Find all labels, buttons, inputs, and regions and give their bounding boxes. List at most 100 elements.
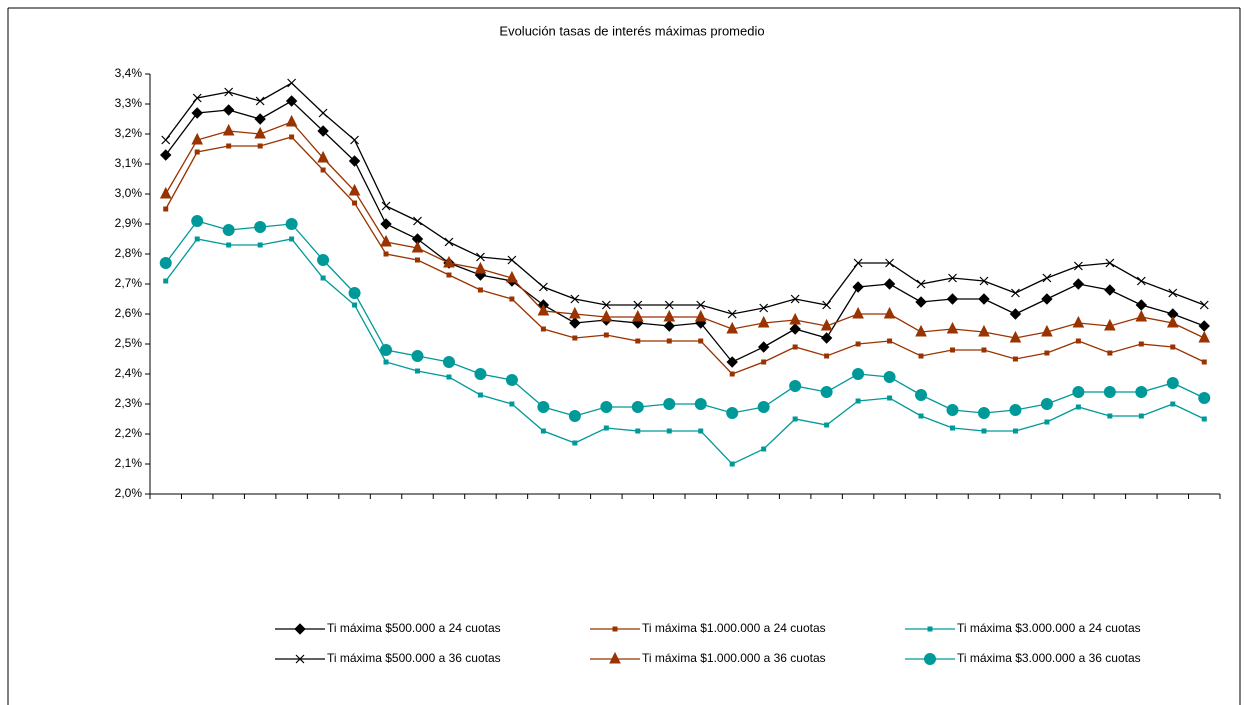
data-point [694,309,707,322]
data-point [663,309,676,322]
data-point [852,306,864,319]
data-point [635,338,641,344]
series-line [165,100,1205,363]
data-point [601,300,611,310]
data-point [1198,392,1211,404]
data-point [696,300,706,310]
data-point [446,272,452,278]
data-point [789,312,801,325]
chart-title: Evolución tasas de interés máximas prome… [499,23,764,38]
data-point [192,93,202,103]
data-point [191,215,204,227]
data-point [161,135,171,145]
data-point [194,149,200,155]
data-point [505,374,518,386]
data-point [1201,359,1207,365]
data-point [1042,273,1052,283]
data-point [380,344,393,356]
series-line [165,121,1205,339]
data-point [381,201,391,211]
data-point [1041,324,1053,337]
data-point [163,278,169,284]
data-point [918,353,924,359]
data-point [474,368,487,380]
data-point [916,279,926,289]
data-point [1075,404,1081,410]
data-point [446,374,452,380]
data-point [163,206,169,212]
legend-marker [927,626,933,632]
data-point [568,410,581,422]
data-point [1135,299,1148,311]
data-point [476,252,485,262]
data-point [413,216,422,226]
data-point [883,306,896,319]
data-point [698,428,704,434]
legend-label: Ti máxima $500.000 a 24 cuotas [327,621,501,635]
y-tick-label: 2,3% [115,396,143,410]
data-point [348,287,361,299]
data-point [509,401,515,407]
data-point [537,401,550,413]
data-point [224,87,234,97]
data-point [257,242,263,248]
legend-label: Ti máxima $500.000 a 36 cuotas [327,651,501,665]
data-point [1201,416,1207,422]
data-point [820,318,833,331]
data-point [977,407,990,419]
data-point [380,218,392,230]
data-point [383,359,389,365]
data-point [635,428,641,434]
legend-marker [294,623,306,635]
y-tick-label: 3,1% [115,156,143,170]
series-line [165,238,1205,465]
data-point [726,407,739,419]
data-point [978,324,990,337]
y-tick-label: 2,8% [115,246,143,260]
data-point [790,294,800,304]
data-point [442,356,455,368]
data-point [603,425,609,431]
data-point [159,186,172,199]
data-point [317,150,329,163]
data-point [1040,398,1053,410]
y-tick-label: 2,9% [115,216,143,230]
y-tick-label: 2,0% [115,486,143,500]
data-point [600,401,613,413]
data-point [663,320,675,332]
data-point [443,255,455,268]
data-point [287,78,297,88]
data-point [1107,413,1113,419]
data-point [757,401,770,413]
data-point [727,309,737,319]
data-point [757,315,770,328]
data-point [855,398,861,404]
data-point [761,359,767,365]
data-point [759,303,769,313]
data-point [1041,293,1053,305]
legend-label: Ti máxima $3.000.000 a 36 cuotas [957,651,1141,665]
data-point [159,257,172,269]
data-point [1072,278,1085,290]
data-point [477,287,483,293]
y-tick-label: 3,4% [115,66,143,80]
data-point [415,257,420,263]
y-tick-label: 2,6% [115,306,143,320]
data-point [509,296,515,302]
data-point [726,321,739,334]
legend-marker [612,626,618,632]
data-point [729,461,735,467]
data-point [761,446,767,452]
data-point [285,114,298,127]
data-point [1198,320,1210,332]
data-point [855,341,861,347]
y-tick-label: 2,7% [115,276,143,290]
data-point [569,306,581,319]
data-point [348,155,361,167]
data-point [1135,309,1148,322]
data-point [318,108,328,118]
data-point [320,167,326,173]
data-point [1104,284,1116,296]
data-point [411,350,424,362]
data-point [950,347,955,353]
